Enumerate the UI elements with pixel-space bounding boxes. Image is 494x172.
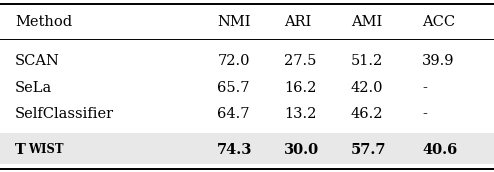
Text: T: T: [15, 143, 26, 157]
Text: 65.7: 65.7: [217, 81, 250, 95]
Text: WIST: WIST: [28, 143, 63, 156]
Text: 51.2: 51.2: [351, 54, 383, 68]
Text: Method: Method: [15, 15, 72, 29]
Text: -: -: [422, 107, 427, 121]
Text: SeLa: SeLa: [15, 81, 52, 95]
Text: NMI: NMI: [217, 15, 251, 29]
Text: 57.7: 57.7: [351, 143, 386, 157]
Text: AMI: AMI: [351, 15, 382, 29]
Text: ACC: ACC: [422, 15, 455, 29]
Text: ARI: ARI: [284, 15, 311, 29]
Text: SelfClassifier: SelfClassifier: [15, 107, 114, 121]
Text: 64.7: 64.7: [217, 107, 250, 121]
Text: 13.2: 13.2: [284, 107, 317, 121]
Text: 42.0: 42.0: [351, 81, 383, 95]
Text: 39.9: 39.9: [422, 54, 455, 68]
Text: 72.0: 72.0: [217, 54, 250, 68]
Text: -: -: [422, 81, 427, 95]
Text: 27.5: 27.5: [284, 54, 317, 68]
Text: SCAN: SCAN: [15, 54, 60, 68]
Text: 30.0: 30.0: [284, 143, 319, 157]
Text: 16.2: 16.2: [284, 81, 317, 95]
Text: 74.3: 74.3: [217, 143, 253, 157]
Text: 46.2: 46.2: [351, 107, 383, 121]
Bar: [0, 133, 494, 164]
Text: 40.6: 40.6: [422, 143, 457, 157]
